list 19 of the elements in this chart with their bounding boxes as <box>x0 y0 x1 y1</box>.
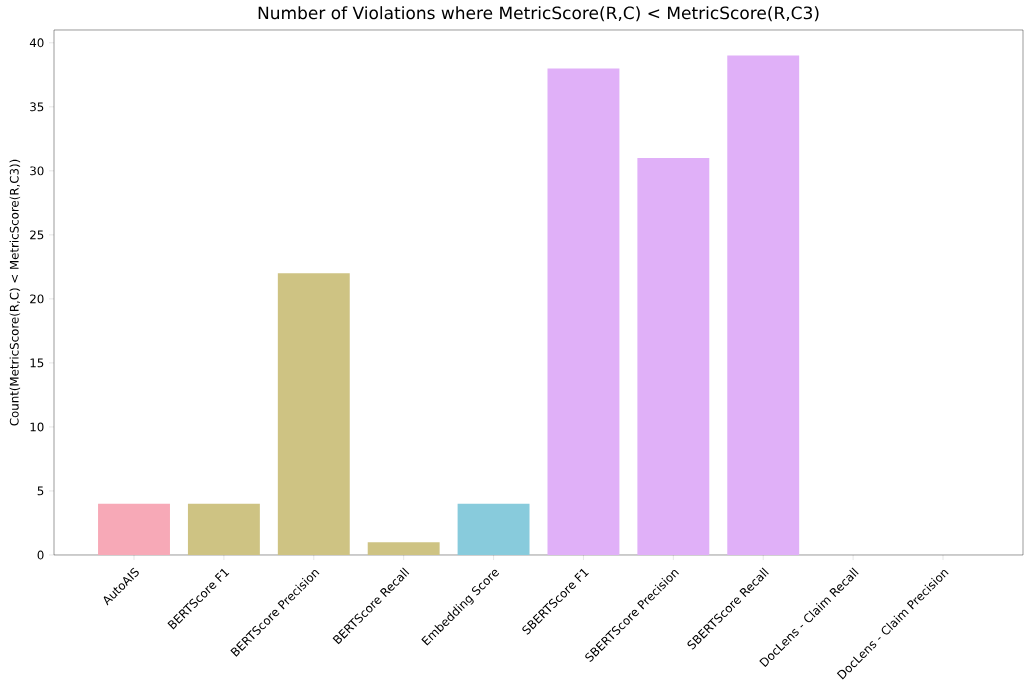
bar <box>637 158 710 555</box>
y-tick-label: 15 <box>30 358 44 368</box>
y-tick-label: 30 <box>30 166 44 176</box>
y-axis-title: Count(MetricScore(R,C) < MetricScore(R,C3)) <box>9 159 21 426</box>
bar <box>277 273 350 555</box>
bar <box>367 542 440 555</box>
y-tick-label: 20 <box>30 294 44 304</box>
bar <box>98 503 170 555</box>
bar <box>727 55 800 555</box>
y-tick-label: 5 <box>37 486 44 496</box>
chart-title: Number of Violations where MetricScore(R,C) < MetricScore(R,C3) <box>258 6 819 22</box>
y-tick-label: 40 <box>29 38 44 48</box>
y-tick-label: 35 <box>30 102 44 112</box>
y-tick-label: 0 <box>37 550 44 560</box>
bar <box>547 68 620 555</box>
bar <box>457 503 530 555</box>
y-tick-label: 10 <box>30 422 44 432</box>
y-tick-label: 25 <box>30 230 44 240</box>
bar <box>187 503 260 555</box>
